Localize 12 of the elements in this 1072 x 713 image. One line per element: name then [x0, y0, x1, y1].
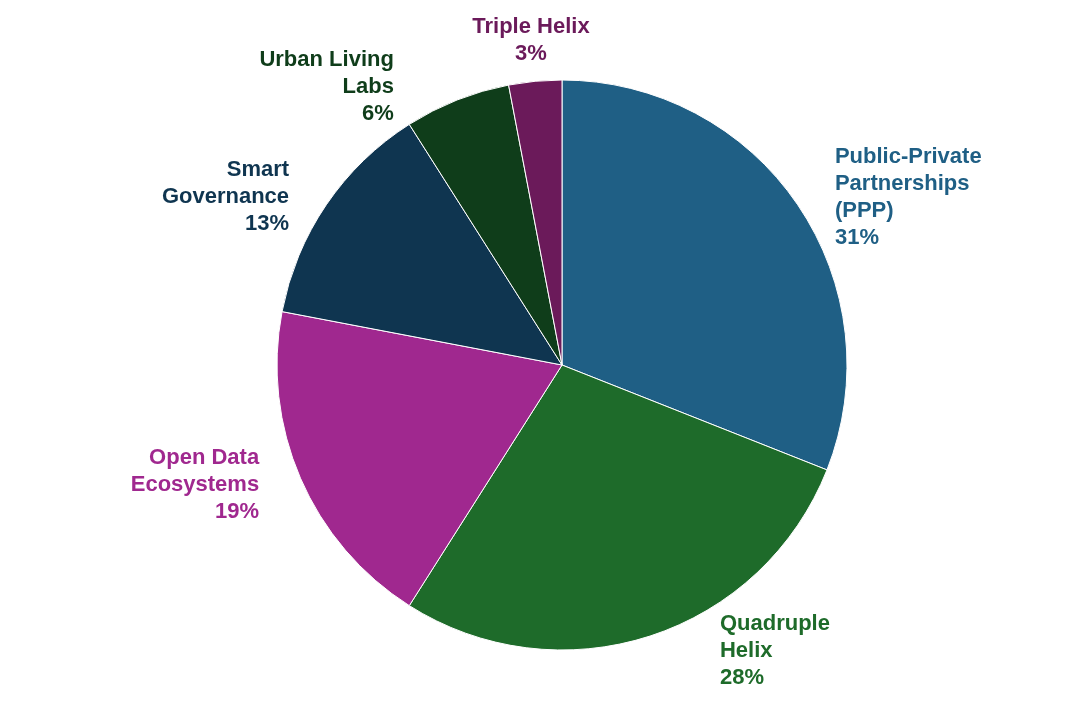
data-label: 13% — [245, 210, 290, 236]
data-label: 3% — [515, 39, 547, 65]
data-label: 6% — [362, 100, 394, 126]
slice-label: Triple Helix — [472, 12, 591, 38]
slice-label: Open Data Ecosystems — [130, 444, 260, 497]
slice-label: Public-Private Partnerships (PPP) — [834, 142, 982, 222]
slice-label: Smart Governance — [161, 156, 290, 209]
data-label: 19% — [215, 498, 260, 524]
data-label: 28% — [719, 664, 764, 690]
slice-label: Quadruple Helix — [719, 610, 830, 663]
slice-label: Urban Living Labs — [259, 46, 394, 99]
data-label: 31% — [834, 223, 879, 249]
